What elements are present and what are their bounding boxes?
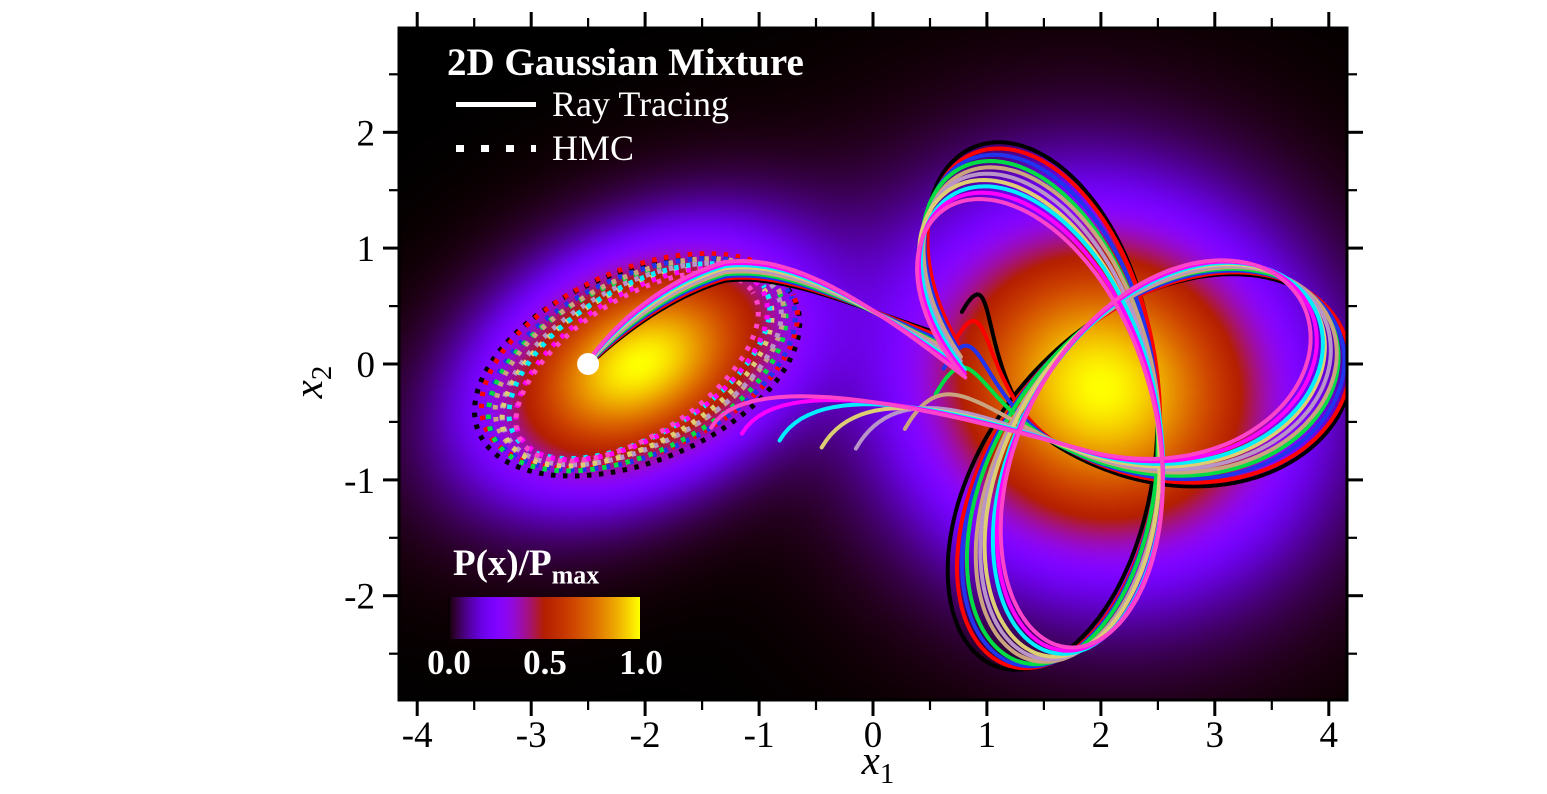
hmc-sample-ring xyxy=(485,260,789,474)
hmc-sample-ring xyxy=(499,265,775,469)
plot-title: 2D Gaussian Mixture xyxy=(447,41,804,84)
ray-tracing-trajectories xyxy=(588,140,1347,672)
hmc-sample-ring xyxy=(492,256,787,467)
hmc-sample-ring xyxy=(513,265,770,463)
legend-entry-ray-tracing: Ray Tracing xyxy=(456,84,729,124)
colorbar-tick-05: 0.5 xyxy=(523,643,567,682)
heatmap-canvas xyxy=(399,28,1347,700)
y-tick-label: -1 xyxy=(344,461,375,502)
axis-ticks xyxy=(383,12,1363,716)
colorbar-label-subscript: max xyxy=(551,560,600,590)
y-axis-label: x2 xyxy=(285,366,338,400)
ray-tracing-path xyxy=(588,165,1339,664)
y-tick-label: 0 xyxy=(357,345,376,386)
y-tick-label: 2 xyxy=(357,113,376,154)
y-tick-label: -2 xyxy=(344,577,375,618)
hmc-sample-ring xyxy=(513,270,761,464)
ray-tracing-path xyxy=(588,184,1325,656)
ray-tracing-path xyxy=(588,197,1313,650)
colorbar-label-main: P(x)/P xyxy=(453,543,552,584)
y-tick-label: 1 xyxy=(357,229,376,270)
colorbar-tick-0: 0.0 xyxy=(427,643,471,682)
ray-tracing-path xyxy=(588,146,1347,671)
colorbar-label: P(x)/Pmax xyxy=(453,542,599,590)
x-tick-label: 4 xyxy=(1320,715,1339,756)
hmc-trajectories xyxy=(472,251,803,479)
x-tick-label: -4 xyxy=(402,715,433,756)
legend-entry-hmc: HMC xyxy=(456,128,634,168)
hmc-sample-ring xyxy=(506,261,773,462)
axis-tick-labels: -4 -3 -2 -1 0 1 2 3 4 -2 -1 0 1 2 xyxy=(344,113,1338,756)
x-tick-label: -2 xyxy=(630,715,661,756)
start-point-marker xyxy=(577,353,600,375)
x-tick-label: 3 xyxy=(1206,715,1225,756)
legend-dotted-line-sample xyxy=(456,144,536,152)
legend-solid-line-sample xyxy=(456,101,536,107)
hmc-sample-ring xyxy=(499,260,784,468)
hmc-sample-ring xyxy=(485,255,798,473)
x-axis-label: x1 xyxy=(861,737,895,790)
x-tick-label: 2 xyxy=(1092,715,1111,756)
ray-tracing-path xyxy=(588,152,1347,669)
colorbar-gradient xyxy=(448,597,640,639)
legend-label-ray-tracing: Ray Tracing xyxy=(552,84,730,124)
ray-tracing-path xyxy=(588,190,1319,653)
legend-label-hmc: HMC xyxy=(552,128,635,168)
x-tick-label: -3 xyxy=(516,715,547,756)
colorbar-tick-1: 1.0 xyxy=(619,643,663,682)
x-tick-label: -1 xyxy=(744,715,775,756)
x-tick-label: 0 xyxy=(864,715,883,756)
x-tick-label: 1 xyxy=(978,715,997,756)
